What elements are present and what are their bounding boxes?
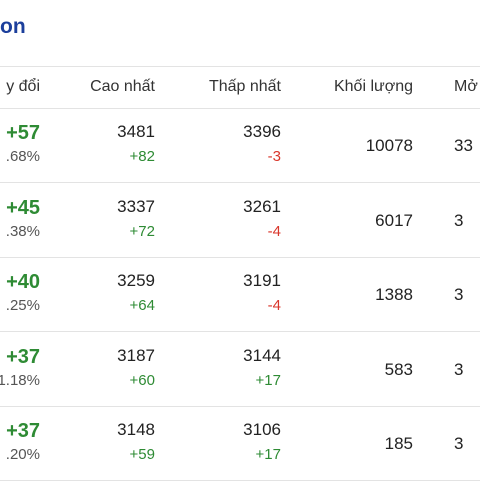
divider [0, 405, 480, 407]
cell-value: 3144 [243, 345, 281, 365]
cell-change: +17 [255, 371, 281, 389]
cell-value: 3259 [117, 271, 155, 290]
divider [0, 331, 480, 332]
cell-value: 6017 [375, 210, 413, 230]
cell-change: .38% [5, 222, 40, 240]
cell-value: 3148 [117, 420, 155, 439]
cell-value: 3 [454, 434, 464, 453]
divider [0, 182, 480, 183]
cell-value: 3337 [117, 196, 155, 216]
cell-value: 10078 [365, 136, 413, 155]
cell-change: -4 [267, 297, 281, 314]
cell-value: 583 [384, 359, 413, 379]
cell-value: 185 [384, 434, 413, 453]
column-header[interactable]: Thấp nhất [208, 78, 281, 95]
cell-change: .68% [5, 148, 40, 165]
cell-value: +37 [6, 345, 40, 368]
cell-change: .20% [5, 446, 40, 463]
column-header[interactable]: y đổi [6, 78, 40, 95]
cell-change: .25% [5, 297, 40, 314]
divider [0, 66, 480, 67]
cell-change: +82 [129, 148, 155, 165]
cell-value: 3 [454, 210, 464, 230]
title: on [0, 15, 26, 38]
cell-value: 33 [454, 136, 473, 155]
cell-value: +37 [6, 420, 40, 442]
column-header[interactable]: Khối lượng [333, 78, 413, 95]
column-header[interactable]: Mở [454, 78, 478, 95]
cell-change: +72 [129, 222, 155, 240]
cell-change: +17 [255, 446, 281, 463]
cell-change: -4 [267, 222, 281, 240]
cell-value: 3261 [243, 196, 281, 216]
cell-value: +45 [6, 196, 40, 219]
cell-change: +60 [129, 371, 155, 389]
divider [0, 108, 480, 109]
cell-change: +59 [129, 446, 155, 463]
cell-change: 1.18% [0, 371, 40, 389]
cell-value: +40 [6, 271, 40, 293]
cell-value: 3481 [117, 122, 155, 141]
cell-value: +57 [6, 122, 40, 144]
column-header[interactable]: Cao nhất [90, 78, 155, 95]
cell-value: 3 [454, 359, 464, 379]
cell-value: 3191 [243, 271, 281, 290]
cell-value: 3 [454, 285, 464, 304]
cell-value: 3396 [243, 122, 281, 141]
cell-value: 3106 [243, 420, 281, 439]
cell-value: 1388 [375, 285, 413, 304]
cell-change: +64 [129, 297, 155, 314]
cell-value: 3187 [117, 345, 155, 365]
cell-change: -3 [267, 148, 281, 165]
divider [0, 256, 480, 258]
